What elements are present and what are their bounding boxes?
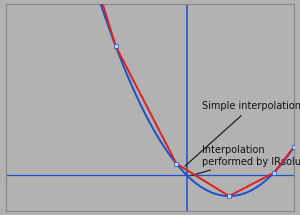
Text: Interpolation
performed by IRsolution: Interpolation performed by IRsolution: [191, 145, 300, 175]
Text: Simple interpolation: Simple interpolation: [185, 101, 300, 166]
